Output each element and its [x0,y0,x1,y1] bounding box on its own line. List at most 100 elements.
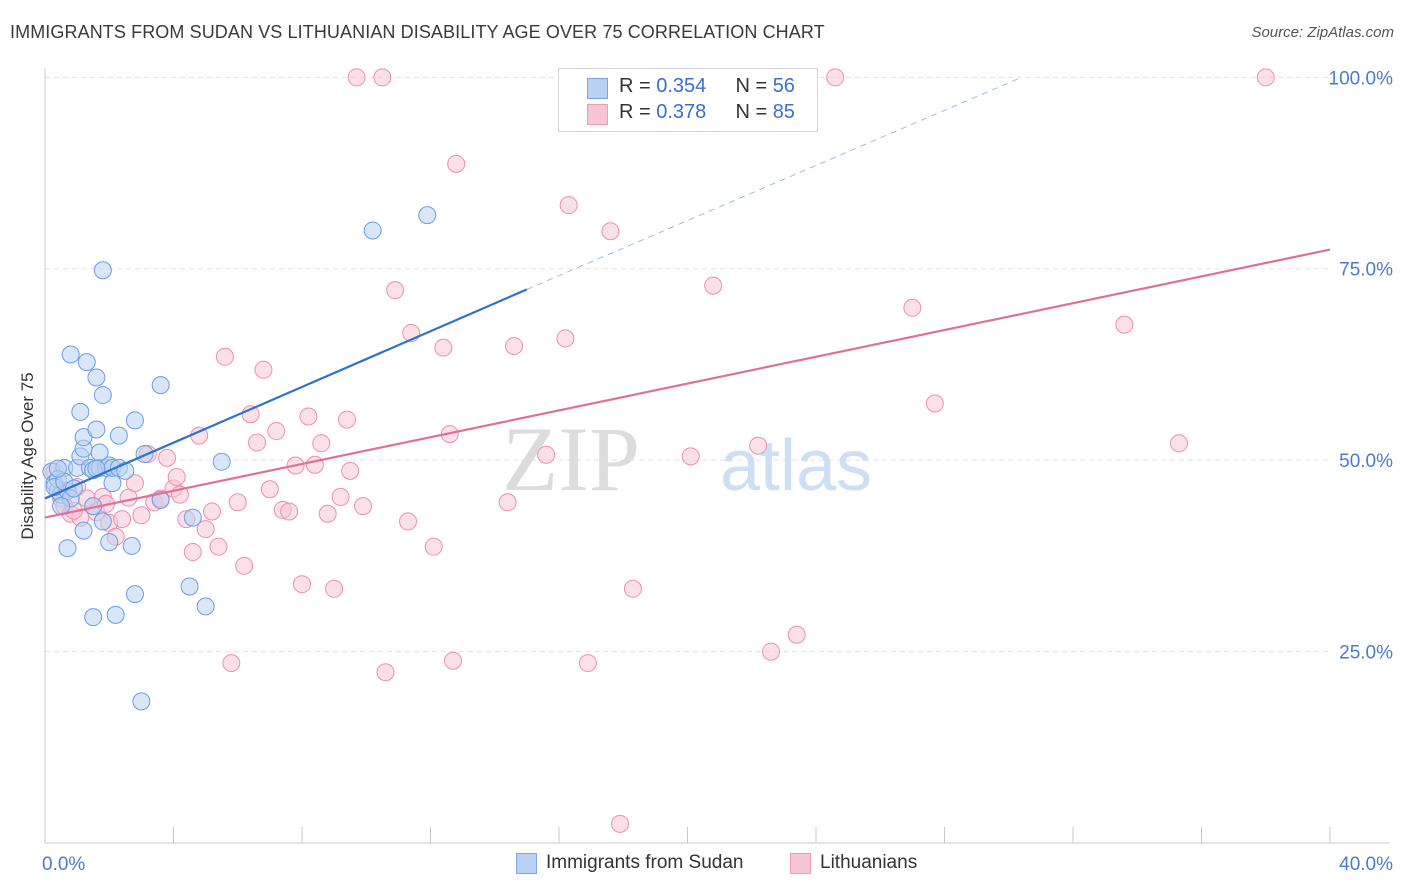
lithuanians-point [556,329,575,348]
lithuanians-point [312,434,331,453]
sudan-point [151,490,170,509]
sudan-point [125,585,144,604]
lithuanians-point [704,276,723,295]
lithuanians-point [601,222,620,241]
watermark-zip: ZIP [502,408,640,510]
lithuanians-point [260,480,279,499]
x-tick-label: 40.0% [1339,854,1393,875]
bottom-legend-label-sudan: Immigrants from Sudan [546,852,744,873]
lithuanians-point [354,497,373,516]
sudan-point [87,368,106,387]
lithuanians-point [305,455,324,474]
sudan-point [100,533,119,552]
legend-r-label: R = [619,75,657,97]
lithuanians-point [559,196,578,215]
legend-n-label: N = [735,101,773,123]
legend-r-label: R = [619,101,657,123]
lithuanians-point [447,154,466,173]
sudan-point [180,577,199,596]
lithuanians-point [215,347,234,366]
sudan-point [363,221,382,240]
lithuanians-point [537,445,556,464]
trend-lines [44,76,1331,519]
lithuanians-point [235,556,254,575]
sudan-point [84,608,103,627]
lithuanians-point [399,512,418,531]
lithuanians-point [611,814,630,833]
sudan-point [77,353,96,372]
sudan-point [93,386,112,405]
legend-n-value: 56 [772,75,795,97]
sudan-point [74,521,93,540]
chart-title: IMMIGRANTS FROM SUDAN VS LITHUANIAN DISA… [10,22,825,42]
lithuanians-point [222,654,241,673]
lithuanians-point [167,468,186,487]
lithuanians-point [132,506,151,525]
sudan-trend-extension [526,76,1022,290]
sudan-point [103,474,122,493]
sudan-point [71,402,90,421]
y-tick-label: 100.0% [1329,68,1394,89]
lithuanians-point [280,502,299,521]
lithuanians-point [762,642,781,661]
lithuanians-point [331,487,350,506]
sudan-point [122,536,141,555]
x-tick-label: 0.0% [42,854,85,875]
sudan-point [212,452,231,471]
lithuanians-point [925,394,944,413]
series-sudan-points [42,206,437,711]
lithuanians-point [325,579,344,598]
sudan-point [93,512,112,531]
lithuanians-point [681,447,700,466]
lithuanians-point [386,281,405,300]
lithuanians-point [228,493,247,512]
lithuanians-point [209,537,228,556]
source-label: Source: ZipAtlas.com [1251,24,1394,41]
sudan-point [58,539,77,558]
sudan-trend-line [44,288,528,500]
lithuanians-point [505,337,524,356]
lithuanians-point [113,510,132,529]
sudan-point [106,605,125,624]
lithuanians-point [341,461,360,480]
sudan-point [135,445,154,464]
watermark-atlas: atlas [720,426,872,506]
lithuanians-point [1115,315,1134,334]
lithuanians-point [248,433,267,452]
sudan-point [418,206,437,225]
lithuanians-point [318,504,337,523]
lithuanians-point [337,410,356,429]
series-lithuanians-points [45,68,1275,833]
sudan-point [183,508,202,527]
lithuanians-point [826,68,845,87]
legend-n-label: N = [735,75,773,97]
lithuanians-point [267,422,286,441]
lithuanians-point [125,474,144,493]
sudan-point [109,426,128,445]
lithuanians-point [749,436,768,455]
lithuanians-point [443,651,462,670]
lithuanians-point [293,575,311,594]
lithuanians-point [623,579,642,598]
lithuanians-point [1256,68,1275,87]
lithuanians-point [903,298,922,317]
lithuanians-point [373,68,392,87]
lithuanians-point [424,537,443,556]
legend-n-value: 85 [772,101,795,123]
lithuanians-point [578,654,597,673]
y-tick-label: 75.0% [1339,260,1393,281]
lithuanians-point [183,543,202,562]
y-tick-labels: 25.0% 50.0% 75.0% 100.0% [1329,68,1394,663]
y-tick-label: 25.0% [1339,643,1393,664]
legend-r-value: 0.354 [656,75,707,97]
lithuanians-point [498,493,517,512]
sudan-point [48,459,67,478]
lithuanians-point [158,448,177,467]
lithuanians-point [434,338,453,357]
sudan-point [196,597,215,616]
lithuanians-point [299,407,318,426]
lithuanians-point [254,360,273,379]
sudan-point [151,376,170,395]
legend-swatch-lithuanians [587,104,608,125]
